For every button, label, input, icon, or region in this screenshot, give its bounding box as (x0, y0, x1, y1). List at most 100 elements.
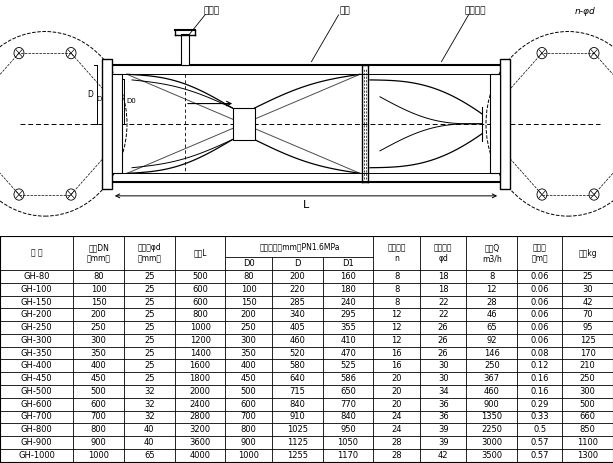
Text: 螺孔直径
φd: 螺孔直径 φd (434, 243, 452, 263)
Text: 250: 250 (241, 323, 257, 332)
Text: 500: 500 (192, 272, 208, 281)
Bar (102, 58, 112, 189)
Text: 65: 65 (144, 450, 154, 460)
Text: 25: 25 (144, 323, 154, 332)
Text: 32: 32 (144, 400, 154, 409)
Text: 总损失
（m）: 总损失 （m） (531, 243, 548, 263)
Text: 0.16: 0.16 (530, 374, 549, 383)
Text: GH-350: GH-350 (21, 349, 53, 357)
Text: 0.57: 0.57 (530, 450, 549, 460)
Text: 300: 300 (241, 336, 257, 345)
Text: GH-900: GH-900 (21, 438, 53, 447)
Text: 22: 22 (438, 310, 449, 319)
Text: 1255: 1255 (287, 450, 308, 460)
Text: 900: 900 (241, 438, 257, 447)
Text: 600: 600 (241, 400, 257, 409)
Text: 8: 8 (394, 272, 400, 281)
Text: 投药口φd
（mm）: 投药口φd （mm） (137, 243, 161, 263)
Text: 650: 650 (340, 387, 356, 396)
Text: 26: 26 (438, 336, 449, 345)
Text: 22: 22 (438, 298, 449, 307)
Text: 200: 200 (91, 310, 107, 319)
Text: 25: 25 (144, 336, 154, 345)
Text: 180: 180 (340, 285, 356, 294)
Text: 1025: 1025 (287, 425, 308, 434)
Text: 28: 28 (391, 450, 402, 460)
Text: 900: 900 (91, 438, 107, 447)
Text: GH-600: GH-600 (21, 400, 53, 409)
Text: 460: 460 (289, 336, 305, 345)
Text: 300: 300 (91, 336, 107, 345)
Text: 管长L: 管长L (193, 249, 207, 257)
Text: 0.12: 0.12 (530, 361, 549, 370)
Text: 500: 500 (91, 387, 107, 396)
Text: 170: 170 (580, 349, 596, 357)
Text: 16: 16 (391, 349, 402, 357)
Text: 400: 400 (241, 361, 257, 370)
Text: 350: 350 (241, 349, 257, 357)
Text: 3000: 3000 (481, 438, 503, 447)
Text: D0: D0 (126, 98, 135, 104)
Text: 39: 39 (438, 425, 449, 434)
Text: 0.06: 0.06 (530, 323, 549, 332)
Text: 450: 450 (241, 374, 257, 383)
Text: 340: 340 (289, 310, 305, 319)
Text: 500: 500 (580, 400, 595, 409)
Text: D1: D1 (96, 96, 106, 102)
Text: 700: 700 (241, 413, 257, 421)
Text: 20: 20 (392, 400, 402, 409)
Text: n-φd: n-φd (574, 7, 595, 16)
Text: 200: 200 (289, 272, 305, 281)
Text: GH-400: GH-400 (21, 361, 53, 370)
Text: 12: 12 (392, 336, 402, 345)
Text: 1100: 1100 (577, 438, 598, 447)
Text: 2400: 2400 (189, 400, 211, 409)
Text: 0.16: 0.16 (530, 387, 549, 396)
Text: 25: 25 (144, 349, 154, 357)
Text: 250: 250 (484, 361, 500, 370)
Text: 355: 355 (340, 323, 356, 332)
Text: 295: 295 (340, 310, 356, 319)
Text: 投药管: 投药管 (204, 7, 220, 16)
Text: 混合元件: 混合元件 (464, 7, 485, 16)
Text: 100: 100 (91, 285, 107, 294)
Text: 32: 32 (144, 387, 154, 396)
Text: 460: 460 (484, 387, 500, 396)
Text: 160: 160 (340, 272, 356, 281)
Text: 2800: 2800 (189, 413, 211, 421)
Text: GH-450: GH-450 (21, 374, 53, 383)
Text: 20: 20 (392, 387, 402, 396)
Text: 外管: 外管 (340, 7, 351, 16)
Text: 500: 500 (241, 387, 257, 396)
Text: D: D (294, 259, 300, 268)
Text: D1: D1 (342, 259, 354, 268)
Text: 30: 30 (438, 361, 449, 370)
Text: 400: 400 (91, 361, 107, 370)
Text: 800: 800 (192, 310, 208, 319)
Text: 1125: 1125 (287, 438, 308, 447)
Text: 0.29: 0.29 (530, 400, 549, 409)
Text: 285: 285 (289, 298, 305, 307)
Text: 12: 12 (392, 310, 402, 319)
Text: GH-200: GH-200 (21, 310, 53, 319)
Text: 210: 210 (580, 361, 595, 370)
Text: 0.06: 0.06 (530, 336, 549, 345)
Text: 300: 300 (580, 387, 596, 396)
Text: 80: 80 (243, 272, 254, 281)
Text: 管径DN
（mm）: 管径DN （mm） (86, 243, 110, 263)
Text: 65: 65 (487, 323, 497, 332)
Text: 42: 42 (582, 298, 593, 307)
Text: 600: 600 (91, 400, 107, 409)
Text: 770: 770 (340, 400, 356, 409)
Text: 25: 25 (144, 285, 154, 294)
Text: 250: 250 (91, 323, 107, 332)
Text: 20: 20 (392, 374, 402, 383)
Text: 质量kg: 质量kg (578, 249, 597, 257)
Text: 40: 40 (144, 425, 154, 434)
Text: 470: 470 (340, 349, 356, 357)
Text: 220: 220 (289, 285, 305, 294)
Text: 36: 36 (438, 413, 449, 421)
Text: 32: 32 (144, 413, 154, 421)
Bar (500, 58, 510, 189)
Text: 80: 80 (93, 272, 104, 281)
